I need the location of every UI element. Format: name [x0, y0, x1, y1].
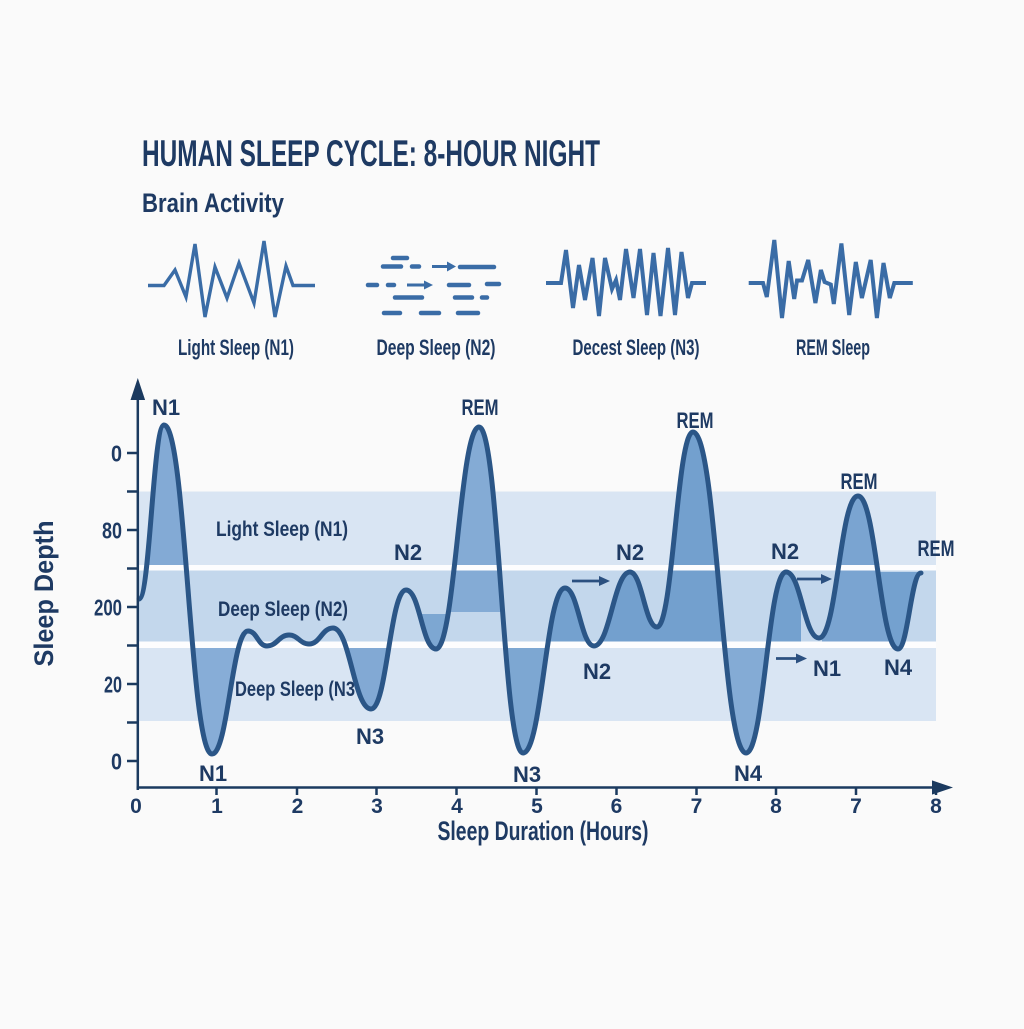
svg-text:N3: N3	[356, 724, 384, 749]
svg-text:7: 7	[850, 795, 862, 818]
svg-text:REM: REM	[841, 469, 878, 494]
svg-text:20: 20	[104, 672, 122, 698]
svg-text:N1: N1	[199, 761, 227, 786]
svg-text:200: 200	[94, 595, 122, 621]
svg-text:N2: N2	[771, 539, 799, 564]
svg-text:REM Sleep: REM Sleep	[796, 335, 870, 360]
svg-text:N1: N1	[152, 395, 180, 420]
svg-text:Light Sleep (N1): Light Sleep (N1)	[178, 335, 294, 360]
svg-text:Decest Sleep (N3): Decest Sleep (N3)	[573, 335, 700, 360]
svg-text:6: 6	[611, 795, 623, 818]
svg-text:REM: REM	[462, 395, 499, 420]
svg-text:N2: N2	[616, 540, 644, 565]
svg-text:Light Sleep (N1): Light Sleep (N1)	[216, 517, 348, 541]
svg-text:N4: N4	[734, 761, 763, 786]
svg-text:8: 8	[770, 795, 782, 818]
svg-text:HUMAN SLEEP CYCLE: 8-HOUR NIGH: HUMAN SLEEP CYCLE: 8-HOUR NIGHT	[142, 133, 600, 174]
svg-text:Sleep Duration (Hours): Sleep Duration (Hours)	[438, 816, 649, 846]
svg-text:REM: REM	[677, 408, 714, 433]
svg-text:8: 8	[930, 795, 942, 818]
svg-text:80: 80	[102, 518, 122, 544]
svg-text:Brain Activity: Brain Activity	[142, 188, 284, 218]
svg-text:0: 0	[111, 441, 122, 467]
svg-text:Deep Sleep (N3: Deep Sleep (N3	[235, 677, 355, 701]
svg-text:Sleep Depth: Sleep Depth	[29, 521, 59, 667]
svg-text:7: 7	[691, 795, 703, 818]
svg-text:N4: N4	[884, 655, 913, 680]
svg-text:REM: REM	[918, 536, 955, 561]
svg-text:N2: N2	[583, 659, 611, 684]
svg-text:2: 2	[292, 795, 304, 818]
svg-text:0: 0	[111, 749, 122, 775]
svg-text:0: 0	[130, 795, 142, 818]
svg-text:1: 1	[211, 795, 223, 818]
svg-text:4: 4	[451, 795, 463, 818]
svg-text:3: 3	[371, 795, 383, 818]
svg-text:5: 5	[531, 795, 543, 818]
svg-text:N2: N2	[394, 540, 422, 565]
svg-text:N3: N3	[513, 762, 541, 787]
svg-text:Deep Sleep (N2): Deep Sleep (N2)	[377, 335, 496, 360]
svg-text:Deep Sleep (N2): Deep Sleep (N2)	[218, 597, 348, 621]
svg-text:N1: N1	[813, 656, 841, 681]
